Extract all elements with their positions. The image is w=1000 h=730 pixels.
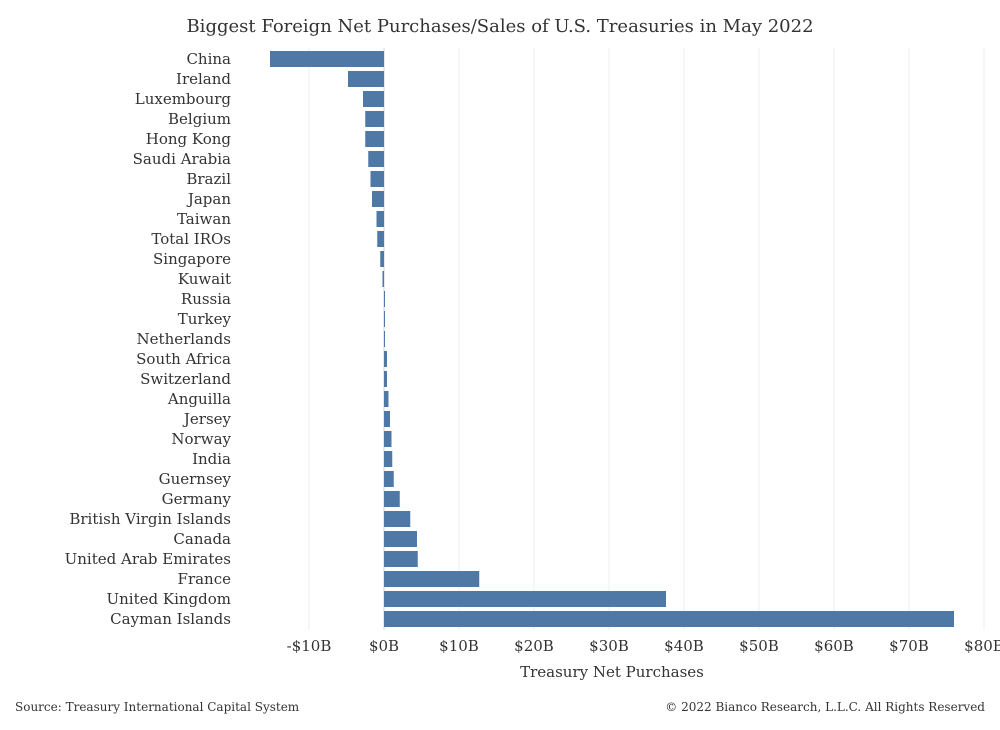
category-label: Taiwan [177, 210, 231, 228]
category-labels: China Ireland Luxembourg Belgium Hong Kong Sa… [65, 50, 232, 628]
category-label: India [192, 450, 231, 468]
x-tick-label: $60B [814, 637, 854, 655]
bar [376, 211, 384, 227]
category-label: Singapore [153, 250, 231, 268]
bar [384, 411, 390, 427]
category-label: France [178, 570, 232, 588]
bar [384, 551, 418, 567]
x-tick-label: $20B [514, 637, 554, 655]
bar [384, 511, 411, 527]
category-label: Switzerland [140, 370, 231, 388]
x-tick-label: $40B [664, 637, 704, 655]
x-axis-label: Treasury Net Purchases [520, 663, 704, 681]
category-label: Jersey [182, 410, 232, 428]
category-label: Germany [162, 490, 232, 508]
category-label: Hong Kong [146, 130, 232, 148]
bar [372, 191, 384, 207]
category-label: Saudi Arabia [133, 150, 231, 168]
x-tick-label: -$10B [287, 637, 332, 655]
category-label: Japan [186, 190, 232, 208]
bar [382, 271, 384, 287]
bar [384, 291, 385, 307]
x-tick-label: $80B [964, 637, 1000, 655]
bar [348, 71, 384, 87]
category-label: Brazil [186, 170, 231, 188]
bar [384, 311, 385, 327]
x-tick-label: $10B [439, 637, 479, 655]
grid-lines [308, 48, 985, 630]
bar [384, 591, 666, 607]
bar [384, 391, 389, 407]
bars [270, 51, 954, 627]
bar [365, 111, 384, 127]
category-label: Canada [173, 530, 231, 548]
category-label: Turkey [178, 310, 232, 328]
category-label: Belgium [168, 110, 231, 128]
bar [365, 131, 384, 147]
x-tick-labels: -$10B $0B $10B $20B $30B $40B $50B $60B $70B $80B [287, 637, 1000, 655]
bar [384, 371, 387, 387]
bar [270, 51, 384, 67]
category-label: China [186, 50, 231, 68]
x-tick-label: $30B [589, 637, 629, 655]
bar [384, 451, 393, 467]
bar [384, 531, 417, 547]
x-tick-label: $50B [739, 637, 779, 655]
x-tick-label: $70B [889, 637, 929, 655]
chart-title: Biggest Foreign Net Purchases/Sales of U… [186, 16, 814, 37]
bar [384, 491, 400, 507]
category-label: Norway [171, 430, 231, 448]
bar [384, 351, 387, 367]
category-label: United Kingdom [107, 590, 232, 608]
category-label: Total IROs [151, 230, 231, 248]
category-label: Luxembourg [135, 90, 232, 108]
bar [384, 611, 954, 627]
bar [384, 571, 480, 587]
bar [384, 331, 385, 347]
bar [368, 151, 384, 167]
category-label: Russia [181, 290, 231, 308]
category-label: Kuwait [178, 270, 231, 288]
category-label: South Africa [136, 350, 231, 368]
x-tick-label: $0B [369, 637, 399, 655]
category-label: Anguilla [167, 390, 231, 408]
category-label: British Virgin Islands [69, 510, 231, 528]
category-label: Cayman Islands [110, 610, 231, 628]
bar [380, 251, 384, 267]
category-label: United Arab Emirates [65, 550, 231, 568]
category-label: Netherlands [137, 330, 231, 348]
copyright-note: © 2022 Bianco Research, L.L.C. All Right… [665, 700, 985, 714]
bar [363, 91, 384, 107]
category-label: Guernsey [159, 470, 232, 488]
bar [384, 471, 394, 487]
bar [370, 171, 384, 187]
source-note: Source: Treasury International Capital S… [15, 700, 300, 714]
category-label: Ireland [176, 70, 231, 88]
bar [377, 231, 384, 247]
bar [384, 431, 392, 447]
